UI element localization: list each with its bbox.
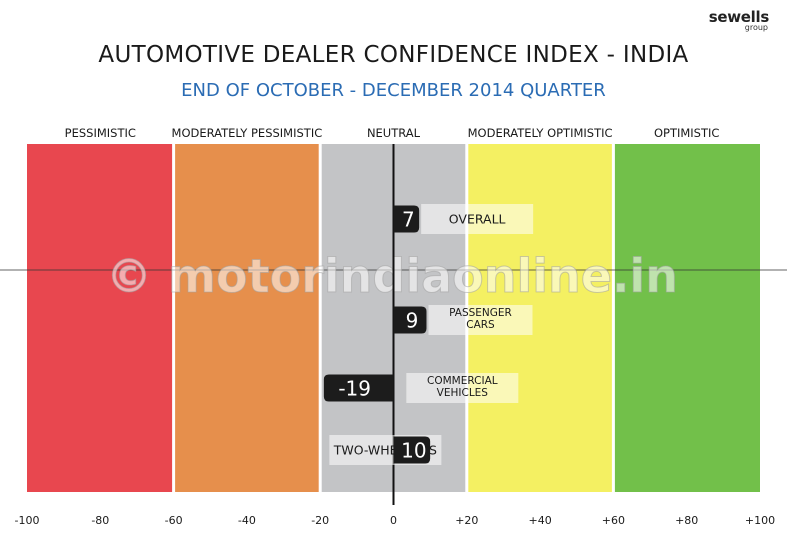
category-label: PASSENGER <box>449 307 512 319</box>
logo-sub: group <box>744 23 768 32</box>
tick-label: -100 <box>15 514 40 527</box>
tick-label: -40 <box>238 514 256 527</box>
bar-value-label: 7 <box>402 208 415 232</box>
tick-label: +80 <box>675 514 698 527</box>
sewells-logo: sewells group <box>708 8 770 32</box>
category-label: VEHICLES <box>437 387 489 399</box>
bar <box>323 374 394 402</box>
zone-label: MODERATELY OPTIMISTIC <box>468 126 613 140</box>
zone-label: MODERATELY PESSIMISTIC <box>172 126 323 140</box>
chart-subtitle: END OF OCTOBER - DECEMBER 2014 QUARTER <box>181 80 606 101</box>
zone-separator <box>318 144 322 492</box>
tick-label: +40 <box>528 514 551 527</box>
tick-label: +60 <box>602 514 625 527</box>
category-label: COMMERCIAL <box>427 375 498 387</box>
tick-label: 0 <box>390 514 397 527</box>
zone-label: PESSIMISTIC <box>65 126 136 140</box>
category-label: OVERALL <box>449 212 506 227</box>
bar <box>393 436 431 464</box>
category-panel <box>406 373 519 403</box>
tick-label: +100 <box>745 514 775 527</box>
bar-value-label: -19 <box>338 377 371 401</box>
category-panel <box>421 204 534 234</box>
tick-label: +20 <box>455 514 478 527</box>
zone-band <box>27 144 174 492</box>
zone-label: OPTIMISTIC <box>654 126 719 140</box>
bar-value-label: 10 <box>401 439 426 463</box>
tick-label: -80 <box>91 514 109 527</box>
tick-label: -20 <box>311 514 329 527</box>
logo-brand: sewells <box>708 8 770 26</box>
bar <box>393 205 420 233</box>
bar-value-label: 9 <box>406 309 419 333</box>
zone-separator <box>172 144 176 492</box>
zone-band <box>613 144 760 492</box>
chart-title: AUTOMOTIVE DEALER CONFIDENCE INDEX - IND… <box>98 42 689 68</box>
bar <box>393 306 427 334</box>
zone-band <box>173 144 321 492</box>
category-label: CARS <box>466 319 495 331</box>
zone-separator <box>611 144 615 492</box>
category-panel <box>428 305 533 335</box>
watermark: © motorindiaonline.in <box>106 249 678 303</box>
zone-label: NEUTRAL <box>367 126 421 140</box>
tick-label: -60 <box>165 514 183 527</box>
